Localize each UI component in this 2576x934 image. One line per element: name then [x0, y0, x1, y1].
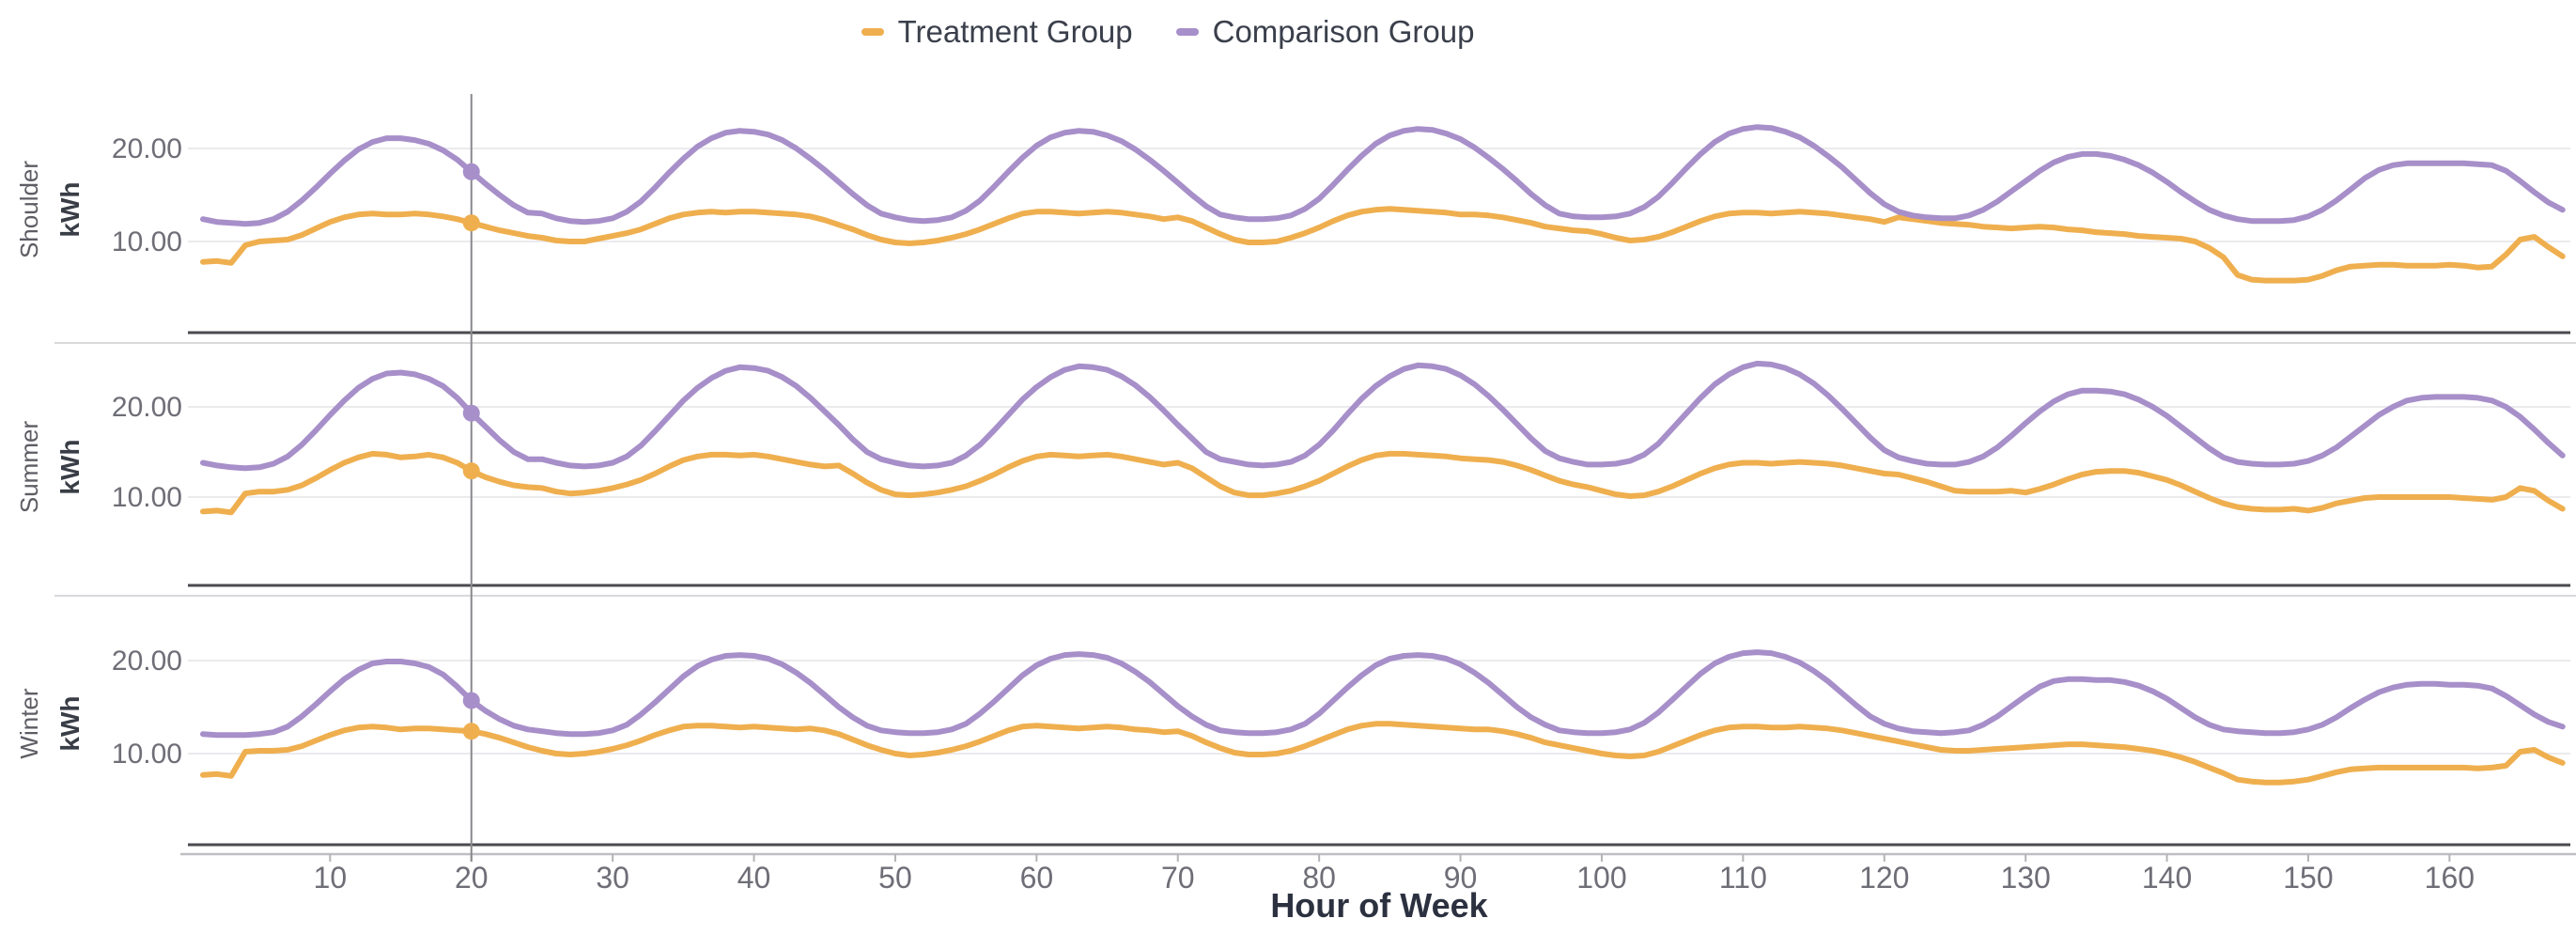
treatment-marker-dot[interactable]: [462, 214, 480, 232]
treatment-swatch-icon: [861, 28, 884, 36]
comparison-line[interactable]: [200, 649, 2566, 739]
y-tick-label: 20.00: [112, 646, 182, 677]
y-tick-label: 20.00: [112, 392, 182, 423]
treatment-line[interactable]: [200, 450, 2566, 516]
panel-winter: 20.00 10.00 Winter kWh: [15, 646, 2570, 847]
y-axis-unit-label: kWh: [55, 695, 85, 751]
chart-legend: Treatment Group Comparison Group: [0, 11, 2456, 53]
y-tick-label: 20.00: [112, 133, 182, 164]
x-tick-label: 70: [1161, 861, 1195, 895]
comparison-swatch-icon: [1175, 28, 1199, 36]
x-tick-label: 160: [2425, 861, 2475, 895]
x-tick-label: 100: [1576, 861, 1626, 895]
x-tick-label: 80: [1302, 861, 1336, 895]
comparison-marker-dot[interactable]: [462, 404, 480, 422]
panel-summer: 20.00 10.00 Summer kWh: [15, 360, 2576, 597]
y-tick-label: 10.00: [112, 226, 182, 257]
panel-shoulder: 20.00 10.00 Shoulder kWh: [15, 124, 2576, 344]
legend-label-comparison: Comparison Group: [1212, 14, 1475, 49]
facet-row-label: Winter: [15, 688, 43, 758]
x-tick-label: 60: [1020, 861, 1054, 895]
facet-row-label: Summer: [15, 421, 43, 514]
treatment-line[interactable]: [200, 721, 2566, 786]
x-tick-label: 110: [1719, 861, 1767, 895]
comparison-marker-dot[interactable]: [462, 163, 480, 180]
y-axis-unit-label: kWh: [55, 439, 85, 494]
legend-item-treatment[interactable]: Treatment Group: [861, 14, 1133, 50]
treatment-marker-dot[interactable]: [462, 723, 480, 740]
x-tick-label: 40: [737, 861, 771, 895]
comparison-marker-dot[interactable]: [462, 692, 480, 709]
facet-row-label: Shoulder: [15, 161, 43, 258]
treatment-line[interactable]: [200, 206, 2566, 284]
legend-item-comparison[interactable]: Comparison Group: [1175, 14, 1475, 50]
x-tick-label: 10: [314, 861, 348, 895]
x-tick-label: 130: [2000, 861, 2050, 895]
x-tick-label: 30: [596, 861, 629, 895]
y-tick-label: 10.00: [112, 739, 182, 770]
x-tick-label: 50: [878, 861, 912, 895]
x-tick-label: 120: [1859, 861, 1909, 895]
y-tick-label: 10.00: [112, 482, 182, 513]
y-axis-unit-label: kWh: [55, 181, 85, 237]
legend-label-treatment: Treatment Group: [897, 14, 1133, 49]
x-tick-label: 20: [455, 861, 489, 895]
comparison-line[interactable]: [200, 124, 2566, 227]
x-tick-label: 140: [2142, 861, 2192, 895]
x-tick-label: 90: [1444, 861, 1478, 895]
comparison-line[interactable]: [200, 360, 2566, 472]
x-tick-label: 150: [2283, 861, 2333, 895]
x-axis-title: Hour of Week: [1270, 886, 1488, 925]
treatment-marker-dot[interactable]: [462, 462, 480, 480]
